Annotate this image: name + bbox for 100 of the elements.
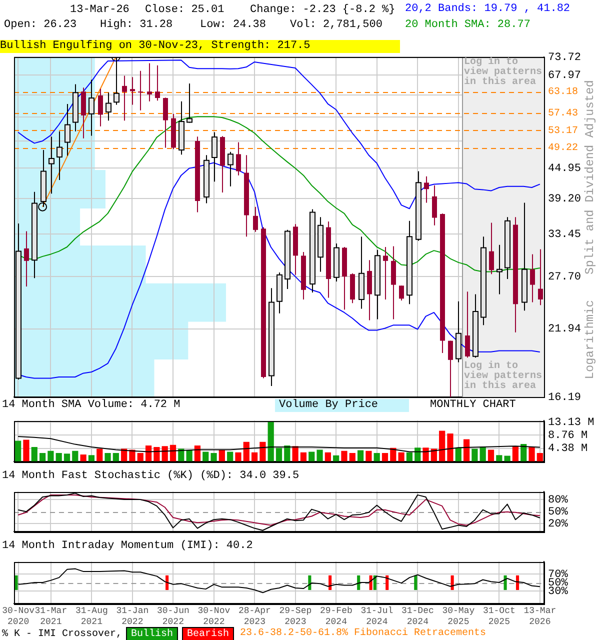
text: Vol: 2,781,500: [290, 19, 382, 32]
x-tick-label: 31-Dec 2024: [401, 606, 434, 627]
text: Low: 24.38: [200, 19, 266, 32]
x-tick-label: 28-Apr 2023: [238, 606, 271, 627]
bar: [154, 447, 160, 462]
bar: [349, 453, 356, 462]
bar: [39, 453, 46, 462]
bar: [422, 448, 429, 462]
bar: [210, 453, 217, 462]
bar: [186, 450, 192, 462]
text: Bullish: [126, 627, 178, 640]
bar: [528, 446, 535, 462]
x-tick-label: 29-Sep 2023: [279, 606, 312, 627]
bar: [31, 447, 38, 462]
bar: [455, 448, 462, 462]
bar: [447, 434, 454, 462]
bar: [504, 456, 510, 462]
bar: [382, 453, 388, 462]
y-tick-label: 4.38 M: [548, 443, 588, 456]
text: 13-Mar-26: [70, 4, 130, 17]
x-tick-label: 13-Mar 2026: [524, 606, 556, 627]
candlestick: [399, 285, 404, 301]
bar: [536, 453, 543, 462]
bar: [406, 452, 413, 462]
bar: [316, 450, 323, 462]
annotation: Log in to view patterns in this area: [464, 361, 544, 392]
x-tick-label: 31-Oct 2025: [482, 606, 516, 627]
candlestick: [122, 75, 127, 122]
bar: [88, 455, 95, 462]
candlestick: [367, 260, 372, 321]
candlestick: [383, 246, 388, 300]
bar: [520, 444, 527, 462]
bar: [251, 452, 258, 462]
candlestick: [236, 142, 241, 176]
bar: [64, 454, 70, 462]
x-tick-label: 30-May 2025: [442, 606, 476, 627]
bar: [243, 442, 250, 462]
bar: [439, 430, 446, 462]
candlestick: [24, 230, 29, 287]
chart-title: 14 Month SMA Volume: 4.72 M: [2, 399, 180, 412]
candlestick: [391, 246, 396, 320]
candlestick: [155, 64, 160, 102]
bar: [137, 453, 144, 462]
bar: [463, 439, 470, 462]
x-tick-label: 31-Mar 2021: [34, 606, 68, 627]
y-tick-label: 80%: [548, 494, 568, 506]
bar: [333, 455, 340, 462]
candlestick: [98, 88, 103, 127]
y-tick-label: 67.97: [548, 70, 582, 82]
bar: [104, 453, 111, 462]
x-tick-label: 31-Aug 2021: [75, 606, 108, 627]
x-tick-label: 30-Jun 2022: [156, 606, 190, 627]
text: 20 Month SMA: 28.77: [405, 19, 530, 32]
bar: [374, 453, 380, 462]
y-tick-label: 16.19: [548, 392, 582, 404]
ref-line-label: 49.22: [548, 143, 578, 154]
text: Close: 25.01: [145, 4, 224, 17]
bar: [357, 450, 364, 462]
bar: [218, 450, 225, 462]
text: 23.6-38.2-50-61.8% Fibonacci Retracements: [240, 627, 486, 640]
bar: [129, 450, 136, 462]
text: Logarithmic: [583, 300, 597, 380]
y-tick-label: 50%: [548, 506, 568, 518]
text: Open: 26.23: [4, 19, 77, 32]
text: Change: -2.23 {-8.2 %}: [250, 4, 396, 17]
bar: [48, 450, 54, 462]
bar: [260, 442, 266, 462]
bar: [235, 452, 242, 462]
bar: [276, 448, 282, 462]
bar: [472, 448, 478, 462]
bar: [227, 452, 234, 462]
bar: [292, 446, 298, 462]
bar: [162, 446, 168, 462]
candlestick: [130, 76, 135, 106]
ref-line-label: 57.43: [548, 108, 578, 120]
bar: [268, 421, 274, 462]
y-tick-label: 8.76 M: [548, 430, 588, 442]
text: 20,2 Bands: 19.79 , 41.82: [405, 3, 570, 16]
x-tick-label: 31-Jul 2024: [360, 606, 394, 627]
candlestick: [424, 176, 429, 204]
text: Bullish Engulfing on 30-Nov-23, Strength: 217.5: [0, 40, 400, 53]
candlestick: [163, 97, 168, 148]
bar: [308, 452, 315, 462]
bar: [80, 454, 86, 462]
ref-line-label: 53.17: [548, 126, 578, 137]
candlestick: [489, 222, 494, 275]
bar: [96, 448, 103, 462]
bar: [480, 446, 486, 462]
y-tick-label: 20%: [548, 518, 568, 530]
candlestick: [253, 206, 258, 232]
bar: [488, 450, 494, 462]
ref-line-label: 63.18: [548, 87, 578, 98]
bar: [324, 452, 331, 462]
text: Split and Dividend Adjusted: [583, 80, 597, 274]
text: Bearish: [182, 627, 234, 640]
bar: [341, 450, 348, 462]
y-tick-label: 33.45: [548, 229, 582, 242]
bar: [366, 450, 372, 462]
bar: [496, 455, 502, 462]
candlestick: [538, 248, 543, 306]
